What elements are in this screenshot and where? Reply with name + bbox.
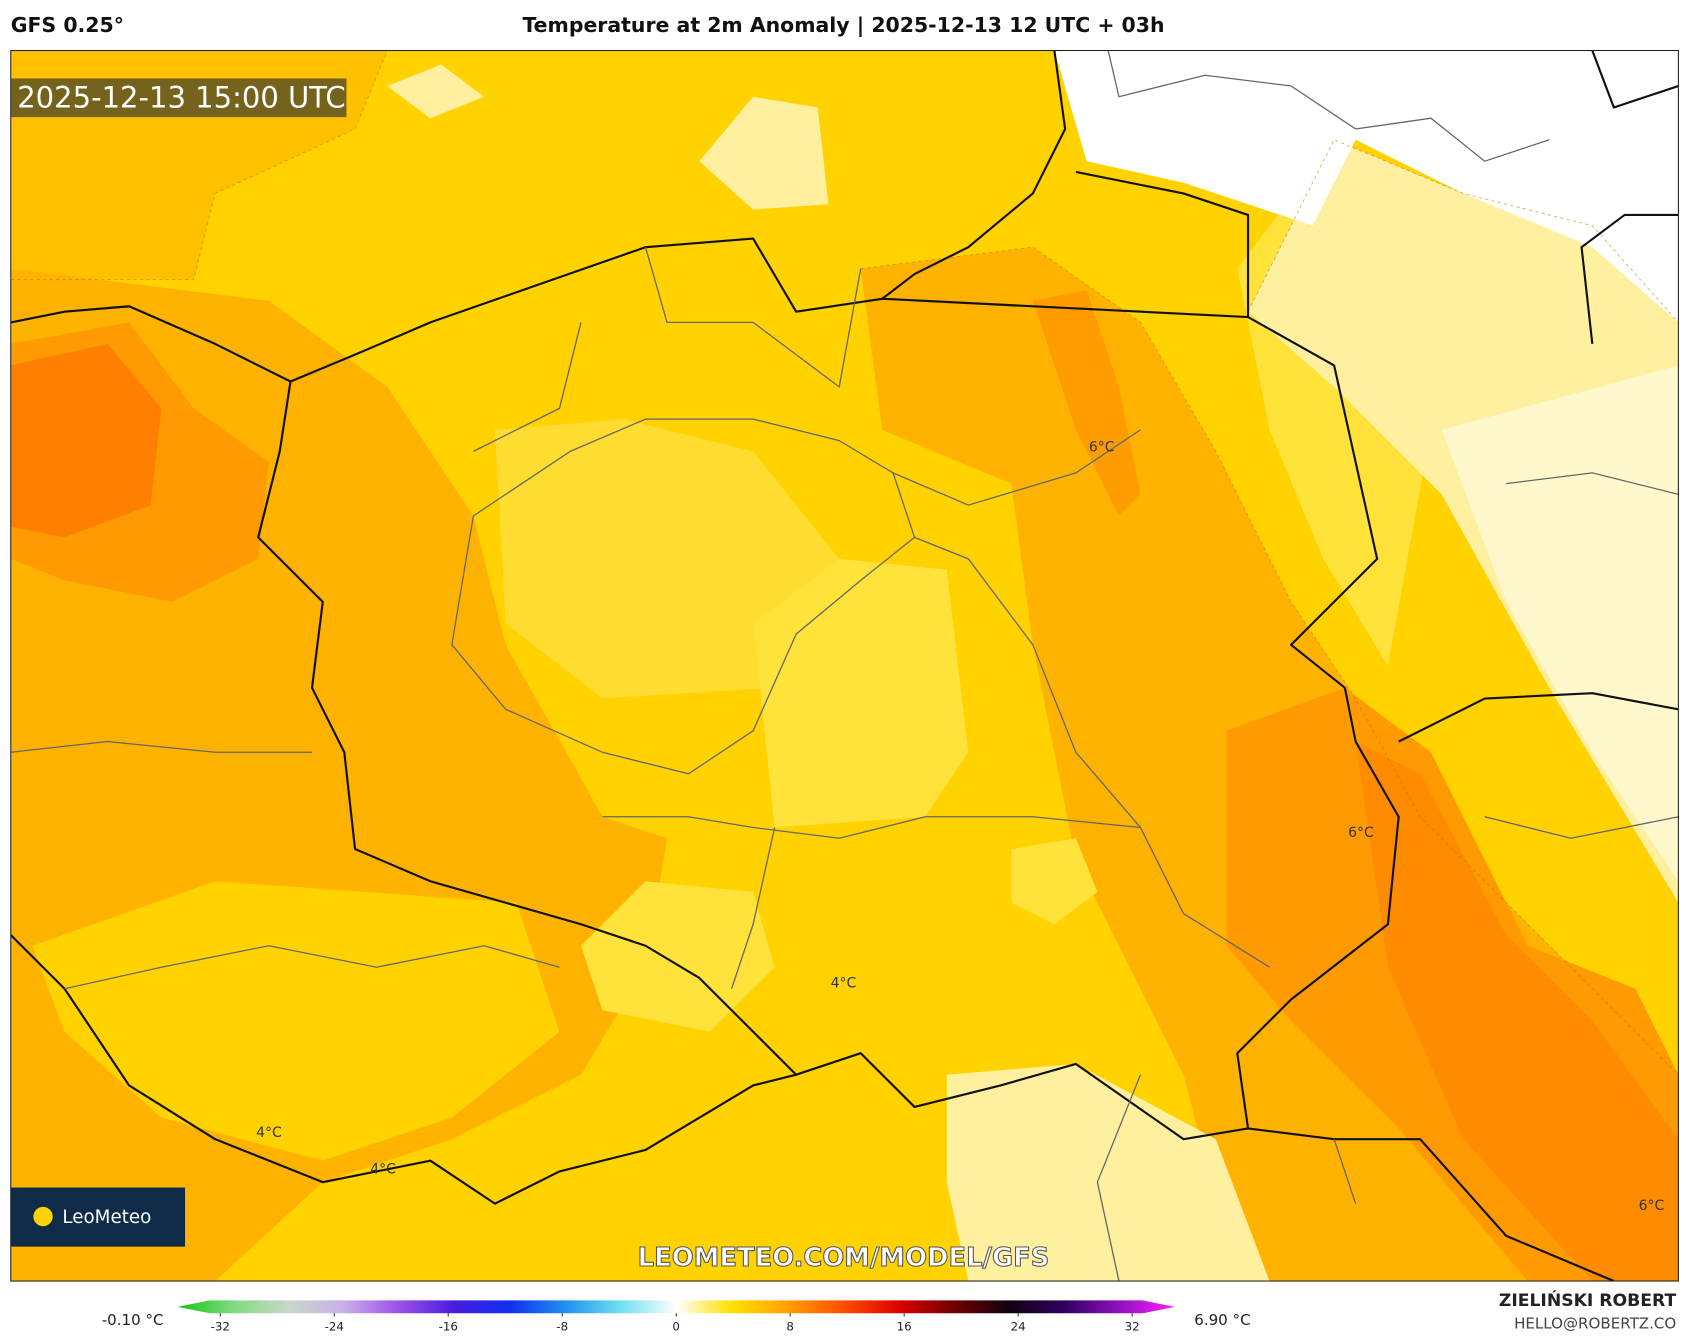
colorbar-tick-label: 32 — [1125, 1319, 1140, 1333]
border — [1247, 1127, 1615, 1282]
field-region — [1355, 741, 1679, 1282]
field-region — [580, 881, 775, 1032]
border — [10, 934, 797, 1205]
anomaly-field — [10, 50, 1679, 1282]
colorbar-tick-label: -8 — [556, 1319, 568, 1333]
model-label: GFS 0.25° — [11, 13, 124, 37]
field-region — [10, 343, 162, 538]
field-region — [32, 881, 560, 1161]
field-region — [387, 64, 485, 119]
region-border — [451, 418, 916, 775]
border — [1075, 170, 1250, 318]
field-region — [494, 419, 840, 699]
region-border — [473, 247, 862, 452]
email: HELLO@ROBERTZ.CO — [1514, 1314, 1676, 1332]
contour-label: 4°C — [256, 1125, 282, 1141]
contour-label: 6°C — [1348, 825, 1374, 841]
colorbar-tick-label: 24 — [1011, 1319, 1026, 1333]
colorbar-tick-label: -16 — [439, 1319, 458, 1333]
contour-label: 6°C — [1639, 1198, 1665, 1214]
field-region — [946, 1063, 1270, 1282]
region-border — [10, 740, 560, 990]
colorbar-min: -0.10 °C — [102, 1311, 164, 1329]
contour-label: 4°C — [831, 976, 857, 992]
field-region — [753, 558, 969, 828]
colorbar-bar — [177, 1300, 1175, 1314]
watermark: LEOMETEO.COM/MODEL/GFS — [638, 1243, 1050, 1273]
field-region — [1054, 50, 1679, 323]
map-frame — [10, 49, 1679, 1282]
contour — [10, 50, 388, 280]
author: ZIELIŃSKI ROBERT — [1499, 1289, 1677, 1311]
field-region — [1032, 290, 1141, 516]
colorbar: -0.10 °C 6.90 °C -32 -24 -16 -8 0 8 16 24 32 — [102, 1300, 1251, 1333]
region-border — [892, 429, 1270, 968]
map: 2025-12-13 15:00 UTC 6°C 6°C 4°C 4°C 4°C… — [10, 49, 1679, 1282]
field-region — [1011, 838, 1098, 925]
border — [1398, 692, 1679, 743]
timestamp: 2025-12-13 15:00 UTC — [17, 80, 345, 114]
region-border — [602, 816, 1141, 989]
region-border — [1096, 472, 1679, 1282]
colorbar-tick-label: -24 — [325, 1319, 344, 1333]
colorbar-max: 6.90 °C — [1194, 1311, 1250, 1329]
contour-label: 4°C — [370, 1162, 396, 1178]
colorbar-tick-label: 16 — [897, 1319, 912, 1333]
contour — [860, 246, 1679, 1076]
field-region — [1441, 365, 1679, 882]
contour-label: 6°C — [1089, 439, 1115, 455]
colorbar-tick-label: 8 — [786, 1319, 794, 1333]
map-title: Temperature at 2m Anomaly | 2025-12-13 1… — [522, 13, 1164, 38]
border — [1580, 50, 1679, 345]
logo-icon — [33, 1206, 53, 1227]
timestamp-box — [10, 78, 347, 118]
colorbar-tick-label: -32 — [211, 1319, 230, 1333]
logo-text: LeoMeteo — [62, 1207, 151, 1228]
region-border — [1107, 50, 1550, 162]
border — [257, 297, 1400, 1141]
contour — [1247, 139, 1679, 323]
field-region — [699, 96, 829, 210]
colorbar-tick-label: 0 — [672, 1319, 680, 1333]
